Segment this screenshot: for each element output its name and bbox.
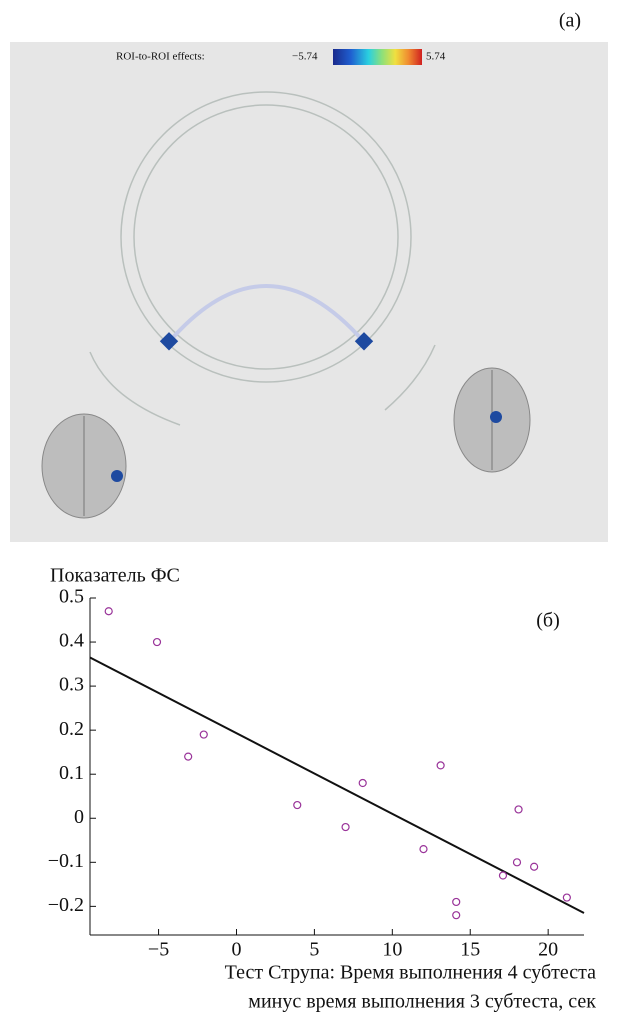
y-tick-label: 0: [74, 806, 84, 828]
x-tick-label: 20: [538, 939, 558, 961]
page: {"panel_a": {"label": "(a)", "colorbar_t…: [0, 0, 618, 1021]
point: [513, 859, 520, 866]
point: [420, 846, 427, 853]
colorbar: [333, 49, 422, 65]
x-tick-label: 10: [382, 939, 402, 961]
x-tick-label: 5: [309, 939, 319, 961]
point: [499, 872, 506, 879]
point: [437, 762, 444, 769]
y-tick-label: 0.3: [59, 674, 84, 696]
point: [359, 780, 366, 787]
colorbar-min: −5.74: [292, 51, 318, 63]
x-tick-label: −5: [148, 939, 169, 961]
y-tick-label: 0.5: [59, 586, 84, 608]
colorbar-title: ROI-to-ROI effects:: [116, 51, 205, 63]
point: [105, 608, 112, 615]
point: [453, 912, 460, 919]
panel-label: (a): [559, 10, 581, 32]
y-tick-label: −0.1: [48, 850, 84, 872]
y-tick-label: −0.2: [48, 894, 84, 916]
point: [154, 639, 161, 646]
y-tick-label: 0.1: [59, 762, 84, 784]
point: [200, 731, 207, 738]
colorbar-max: 5.74: [426, 51, 446, 63]
roi-marker: [111, 470, 123, 482]
point: [453, 898, 460, 905]
point: [515, 806, 522, 813]
y-tick-label: 0.2: [59, 718, 84, 740]
x-tick-label: 15: [460, 939, 480, 961]
point: [294, 802, 301, 809]
x-tick-label: 0: [231, 939, 241, 961]
point: [563, 894, 570, 901]
point: [342, 824, 349, 831]
x-axis-label: Тест Струпа: Время выполнения 4 субтеста: [225, 962, 596, 984]
figure: (a) ROI-to-ROI effects: −5.74 5.74 Показ…: [0, 0, 618, 1021]
point: [531, 863, 538, 870]
y-axis-label: Показатель ФС: [50, 565, 180, 587]
panel-label: (б): [536, 610, 560, 632]
point: [185, 753, 192, 760]
fit-line: [90, 657, 584, 913]
roi-marker: [490, 411, 502, 423]
x-axis-label: минус время выполнения 3 субтеста, сек: [248, 991, 596, 1013]
y-tick-label: 0.4: [59, 630, 84, 652]
